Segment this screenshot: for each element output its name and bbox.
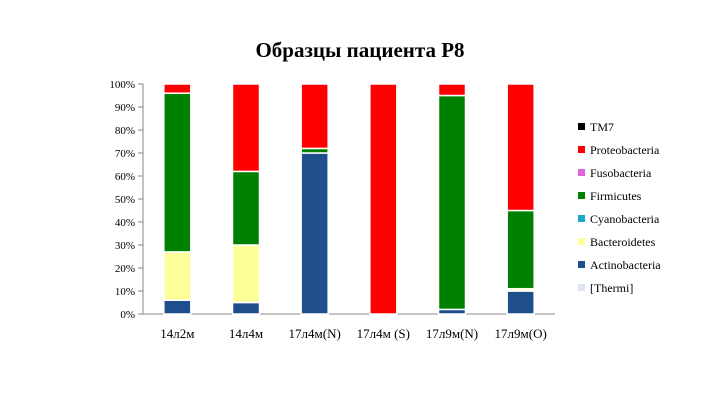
y-tick-label: 0% xyxy=(120,309,135,321)
legend-label: Actinobacteria xyxy=(590,258,661,272)
legend-swatch xyxy=(578,238,585,245)
legend-label: TM7 xyxy=(590,120,614,134)
bar-segment-firmicutes xyxy=(506,209,535,290)
legend-swatch xyxy=(578,215,585,222)
legend-swatch xyxy=(578,192,585,199)
bar-segment-firmicutes xyxy=(437,94,467,311)
chart-title: Образцы пациента Р8 xyxy=(255,38,465,62)
legend-swatch xyxy=(578,169,585,176)
y-tick-label: 20% xyxy=(115,263,135,275)
legend-label: Fusobacteria xyxy=(590,166,652,180)
y-tick-label: 10% xyxy=(115,286,135,298)
x-tick-label: 14л4м xyxy=(229,326,263,341)
bar-segment-actinobacteria xyxy=(300,152,329,315)
bar-segment-bacteroidetes xyxy=(163,251,192,301)
legend-label: Firmicutes xyxy=(590,189,642,203)
bar-segment-proteobacteria xyxy=(369,83,398,315)
x-tick-label: 17л4м (S) xyxy=(357,326,410,341)
y-tick-label: 40% xyxy=(115,217,135,229)
x-tick-label: 14л2м xyxy=(160,326,194,341)
bar-segment-proteobacteria xyxy=(300,83,329,150)
legend-swatch xyxy=(578,284,585,291)
legend-swatch xyxy=(578,123,585,130)
bar-segment-proteobacteria xyxy=(163,83,192,94)
bar-segment-proteobacteria xyxy=(437,83,467,97)
legend-label: [Thermi] xyxy=(590,281,633,295)
y-tick-label: 60% xyxy=(115,171,135,183)
bar-segment-actinobacteria xyxy=(231,301,261,315)
bar-segment-bacteroidetes xyxy=(231,244,261,304)
bar-segment-proteobacteria xyxy=(231,83,261,173)
legend-swatch xyxy=(578,146,585,153)
bar-segment-actinobacteria xyxy=(506,290,535,315)
y-tick-label: 70% xyxy=(115,148,135,160)
legend-label: Proteobacteria xyxy=(590,143,660,157)
y-tick-label: 50% xyxy=(115,194,135,206)
bar-segment-firmicutes xyxy=(231,170,261,246)
x-tick-label: 17л4м(N) xyxy=(289,326,341,341)
y-tick-label: 80% xyxy=(115,125,135,137)
y-tick-label: 90% xyxy=(115,102,135,114)
legend-label: Cyanobacteria xyxy=(590,212,660,226)
bar-segment-firmicutes xyxy=(163,92,192,253)
legend-swatch xyxy=(578,261,585,268)
x-tick-label: 17л9м(N) xyxy=(426,326,478,341)
legend-label: Bacteroidetes xyxy=(590,235,656,249)
bar-segment-actinobacteria xyxy=(163,299,192,315)
y-tick-label: 100% xyxy=(109,79,135,91)
y-tick-label: 30% xyxy=(115,240,135,252)
x-tick-label: 17л9м(О) xyxy=(495,326,547,341)
bar-segment-proteobacteria xyxy=(506,83,535,212)
